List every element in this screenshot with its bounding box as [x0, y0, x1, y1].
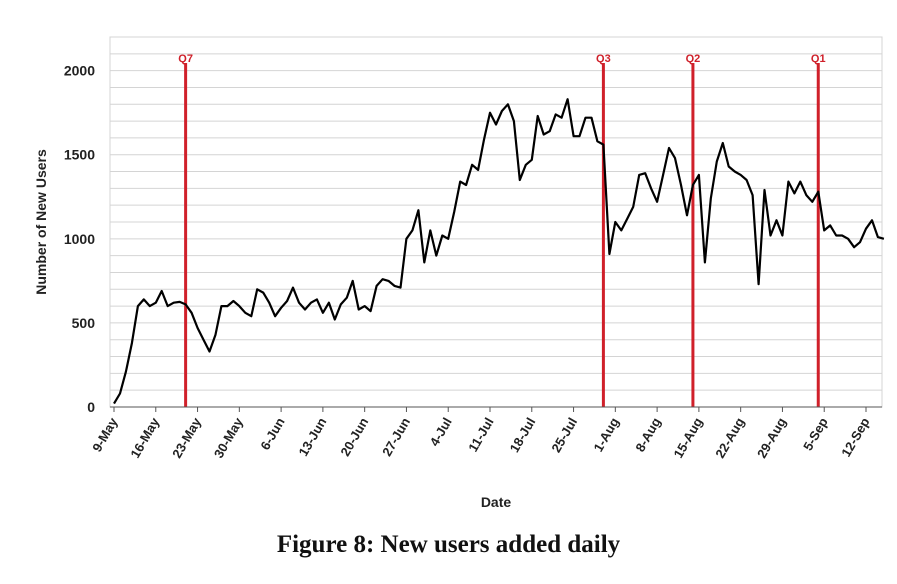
- x-tick-label: 16-May: [127, 414, 162, 460]
- y-tick-label: 2000: [64, 63, 95, 79]
- gridlines: [109, 36, 883, 408]
- x-tick-label: 8-Aug: [632, 415, 663, 454]
- x-tick-label: 12-Sep: [838, 415, 872, 459]
- quarter-markers: Q7 Q3 Q2 Q1: [178, 53, 826, 407]
- x-tick-label: 9-May: [89, 414, 121, 454]
- y-tick-label: 1500: [64, 147, 95, 163]
- x-tick-label: 18-Jul: [507, 415, 539, 455]
- x-tick-label: 22-Aug: [712, 415, 747, 461]
- quarter-marker-label: Q2: [686, 53, 701, 65]
- x-tick-label: 11-Jul: [465, 415, 496, 454]
- y-tick-label: 500: [72, 315, 96, 331]
- y-tick-label: 1000: [64, 231, 95, 247]
- x-tick-label: 29-Aug: [754, 415, 789, 461]
- x-tick-label: 23-May: [169, 414, 204, 460]
- x-tick-label: 4-Jul: [427, 415, 455, 449]
- quarter-marker-label: Q7: [178, 53, 193, 65]
- series-line: [113, 98, 885, 405]
- x-tick-label: 20-Jun: [337, 415, 371, 459]
- x-tick-label: 6-Jun: [257, 415, 287, 453]
- x-tick-label: 13-Jun: [296, 415, 330, 459]
- y-tick-label: 0: [87, 399, 95, 415]
- y-axis-ticks: 0 500 1000 1500 2000: [64, 63, 95, 415]
- x-tick-label: 15-Aug: [670, 415, 705, 461]
- x-axis-title: Date: [481, 494, 512, 510]
- x-tick-label: 25-Jul: [548, 415, 580, 455]
- x-tick-label: 30-May: [211, 414, 246, 460]
- figure-caption: Figure 8: New users added daily: [276, 531, 621, 558]
- quarter-marker-label: Q3: [596, 53, 611, 65]
- line-chart: 0 500 1000 1500 2000 9-May 16-May 23-May 30-May…: [33, 36, 885, 510]
- quarter-marker-label: Q1: [811, 53, 826, 65]
- y-axis-title: Number of New Users: [33, 149, 49, 295]
- x-tick-label: 27-Jun: [379, 415, 413, 459]
- x-tick-label: 5-Sep: [800, 415, 831, 453]
- x-tick-label: 1-Aug: [591, 415, 622, 454]
- x-axis-ticks: 9-May 16-May 23-May 30-May 6-Jun 13-Jun 20-Jun…: [89, 407, 873, 461]
